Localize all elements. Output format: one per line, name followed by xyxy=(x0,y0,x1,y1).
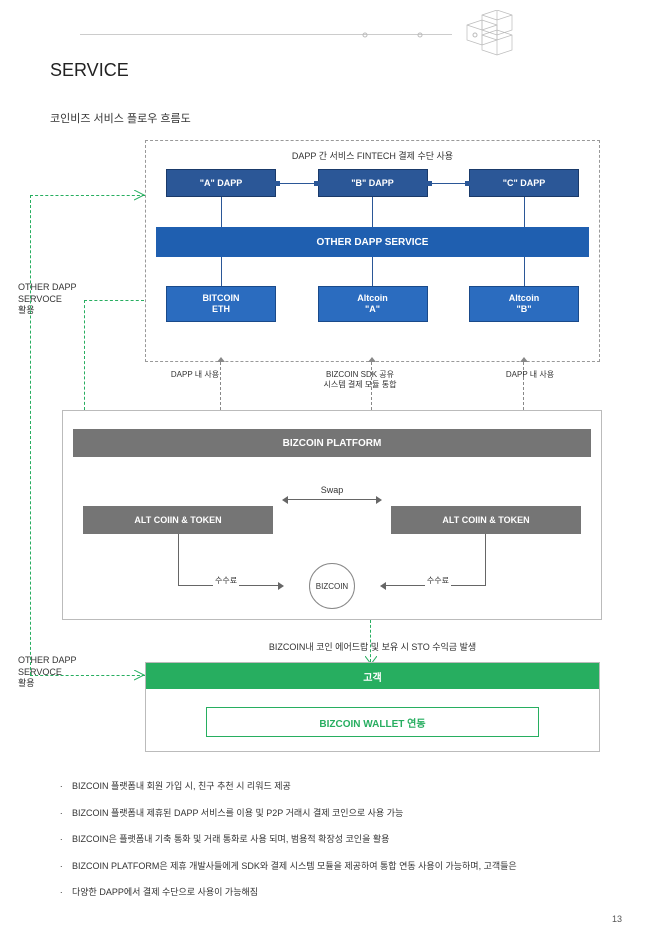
connector-label-center: BIZCOIN SDK 공유 시스템 결제 모듈 통합 xyxy=(300,370,420,389)
swap-arrow xyxy=(288,499,376,500)
connector-label-right: DAPP 내 사용 xyxy=(490,370,570,380)
connector-line xyxy=(221,257,222,286)
dapp-link xyxy=(428,183,470,184)
altcoin-row: ALT COIIN & TOKEN ALT COIIN & TOKEN xyxy=(83,506,581,534)
other-dapp-service-bar: OTHER DAPP SERVICE xyxy=(156,227,589,257)
deco-dots xyxy=(360,30,480,40)
bizcoin-circle: BIZCOIN xyxy=(309,563,355,609)
dapp-c-node: "C" DAPP xyxy=(469,169,579,197)
green-flow-line xyxy=(84,300,85,410)
coin-altcoin-b: Altcoin "B" xyxy=(469,286,579,322)
customer-container: 고객 BIZCOIN WALLET 연동 xyxy=(145,662,600,752)
sto-note: BIZCOIN내 코인 에어드랍 및 보유 시 STO 수익금 발생 xyxy=(145,640,600,653)
bullet-item: BIZCOIN 플랫폼내 회원 가입 시, 친구 추천 시 리워드 제공 xyxy=(60,780,612,793)
green-flow-line xyxy=(30,675,145,676)
coin-altcoin-a: Altcoin "A" xyxy=(318,286,428,322)
elbow-line xyxy=(485,534,486,585)
bullet-item: 다양한 DAPP에서 결제 수단으로 사용이 가능해짐 xyxy=(60,886,612,899)
customer-bar: 고객 xyxy=(146,663,599,689)
page-number: 13 xyxy=(612,914,622,924)
bizcoin-platform-bar: BIZCOIN PLATFORM xyxy=(73,429,591,457)
dapp-a-node: "A" DAPP xyxy=(166,169,276,197)
altcoin-token-right: ALT COIIN & TOKEN xyxy=(391,506,581,534)
section-title: SERVICE xyxy=(50,60,129,81)
bullet-item: BIZCOIN 플랫폼내 제휴된 DAPP 서비스를 이용 및 P2P 거래시 … xyxy=(60,807,612,820)
green-flow-line xyxy=(84,300,144,301)
fee-label-left: 수수료 xyxy=(213,575,239,586)
dapp-link xyxy=(276,183,318,184)
connector-line xyxy=(372,197,373,227)
bizcoin-wallet-bar: BIZCOIN WALLET 연동 xyxy=(206,707,539,737)
dapp-services-container: DAPP 간 서비스 FINTECH 결제 수단 사용 "A" DAPP "B"… xyxy=(145,140,600,362)
swap-label: Swap xyxy=(63,485,601,495)
green-flow-line xyxy=(30,195,145,196)
connector-label-left: DAPP 내 사용 xyxy=(155,370,235,380)
bullet-list: BIZCOIN 플랫폼내 회원 가입 시, 친구 추천 시 리워드 제공 BIZ… xyxy=(60,780,612,913)
dapp-services-title: DAPP 간 서비스 FINTECH 결제 수단 사용 xyxy=(146,149,599,162)
fee-label-right: 수수료 xyxy=(425,575,451,586)
coin-row: BITCOIN ETH Altcoin "A" Altcoin "B" xyxy=(166,286,579,322)
subtitle: 코인비즈 서비스 플로우 흐름도 xyxy=(50,110,191,126)
connector-line xyxy=(524,197,525,227)
header-decoration xyxy=(80,20,572,50)
coin-bitcoin-eth: BITCOIN ETH xyxy=(166,286,276,322)
connector-line xyxy=(372,257,373,286)
dapp-b-node: "B" DAPP xyxy=(318,169,428,197)
elbow-line xyxy=(178,534,179,585)
dapp-row: "A" DAPP "B" DAPP "C" DAPP xyxy=(166,169,579,197)
bizcoin-platform-container: BIZCOIN PLATFORM Swap ALT COIIN & TOKEN … xyxy=(62,410,602,620)
side-label-other-dapp-1: OTHER DAPP SERVOCE 활용 xyxy=(18,282,88,317)
connector-line xyxy=(221,197,222,227)
altcoin-token-left: ALT COIIN & TOKEN xyxy=(83,506,273,534)
green-flow-line xyxy=(30,195,31,675)
side-label-other-dapp-2: OTHER DAPP SERVOCE 활용 xyxy=(18,655,88,690)
bullet-item: BIZCOIN PLATFORM은 제휴 개발사들에게 SDK와 결제 시스템 … xyxy=(60,860,612,873)
connector-line xyxy=(524,257,525,286)
bullet-item: BIZCOIN은 플랫폼내 기축 통화 및 거래 통화로 사용 되며, 범용적 … xyxy=(60,833,612,846)
